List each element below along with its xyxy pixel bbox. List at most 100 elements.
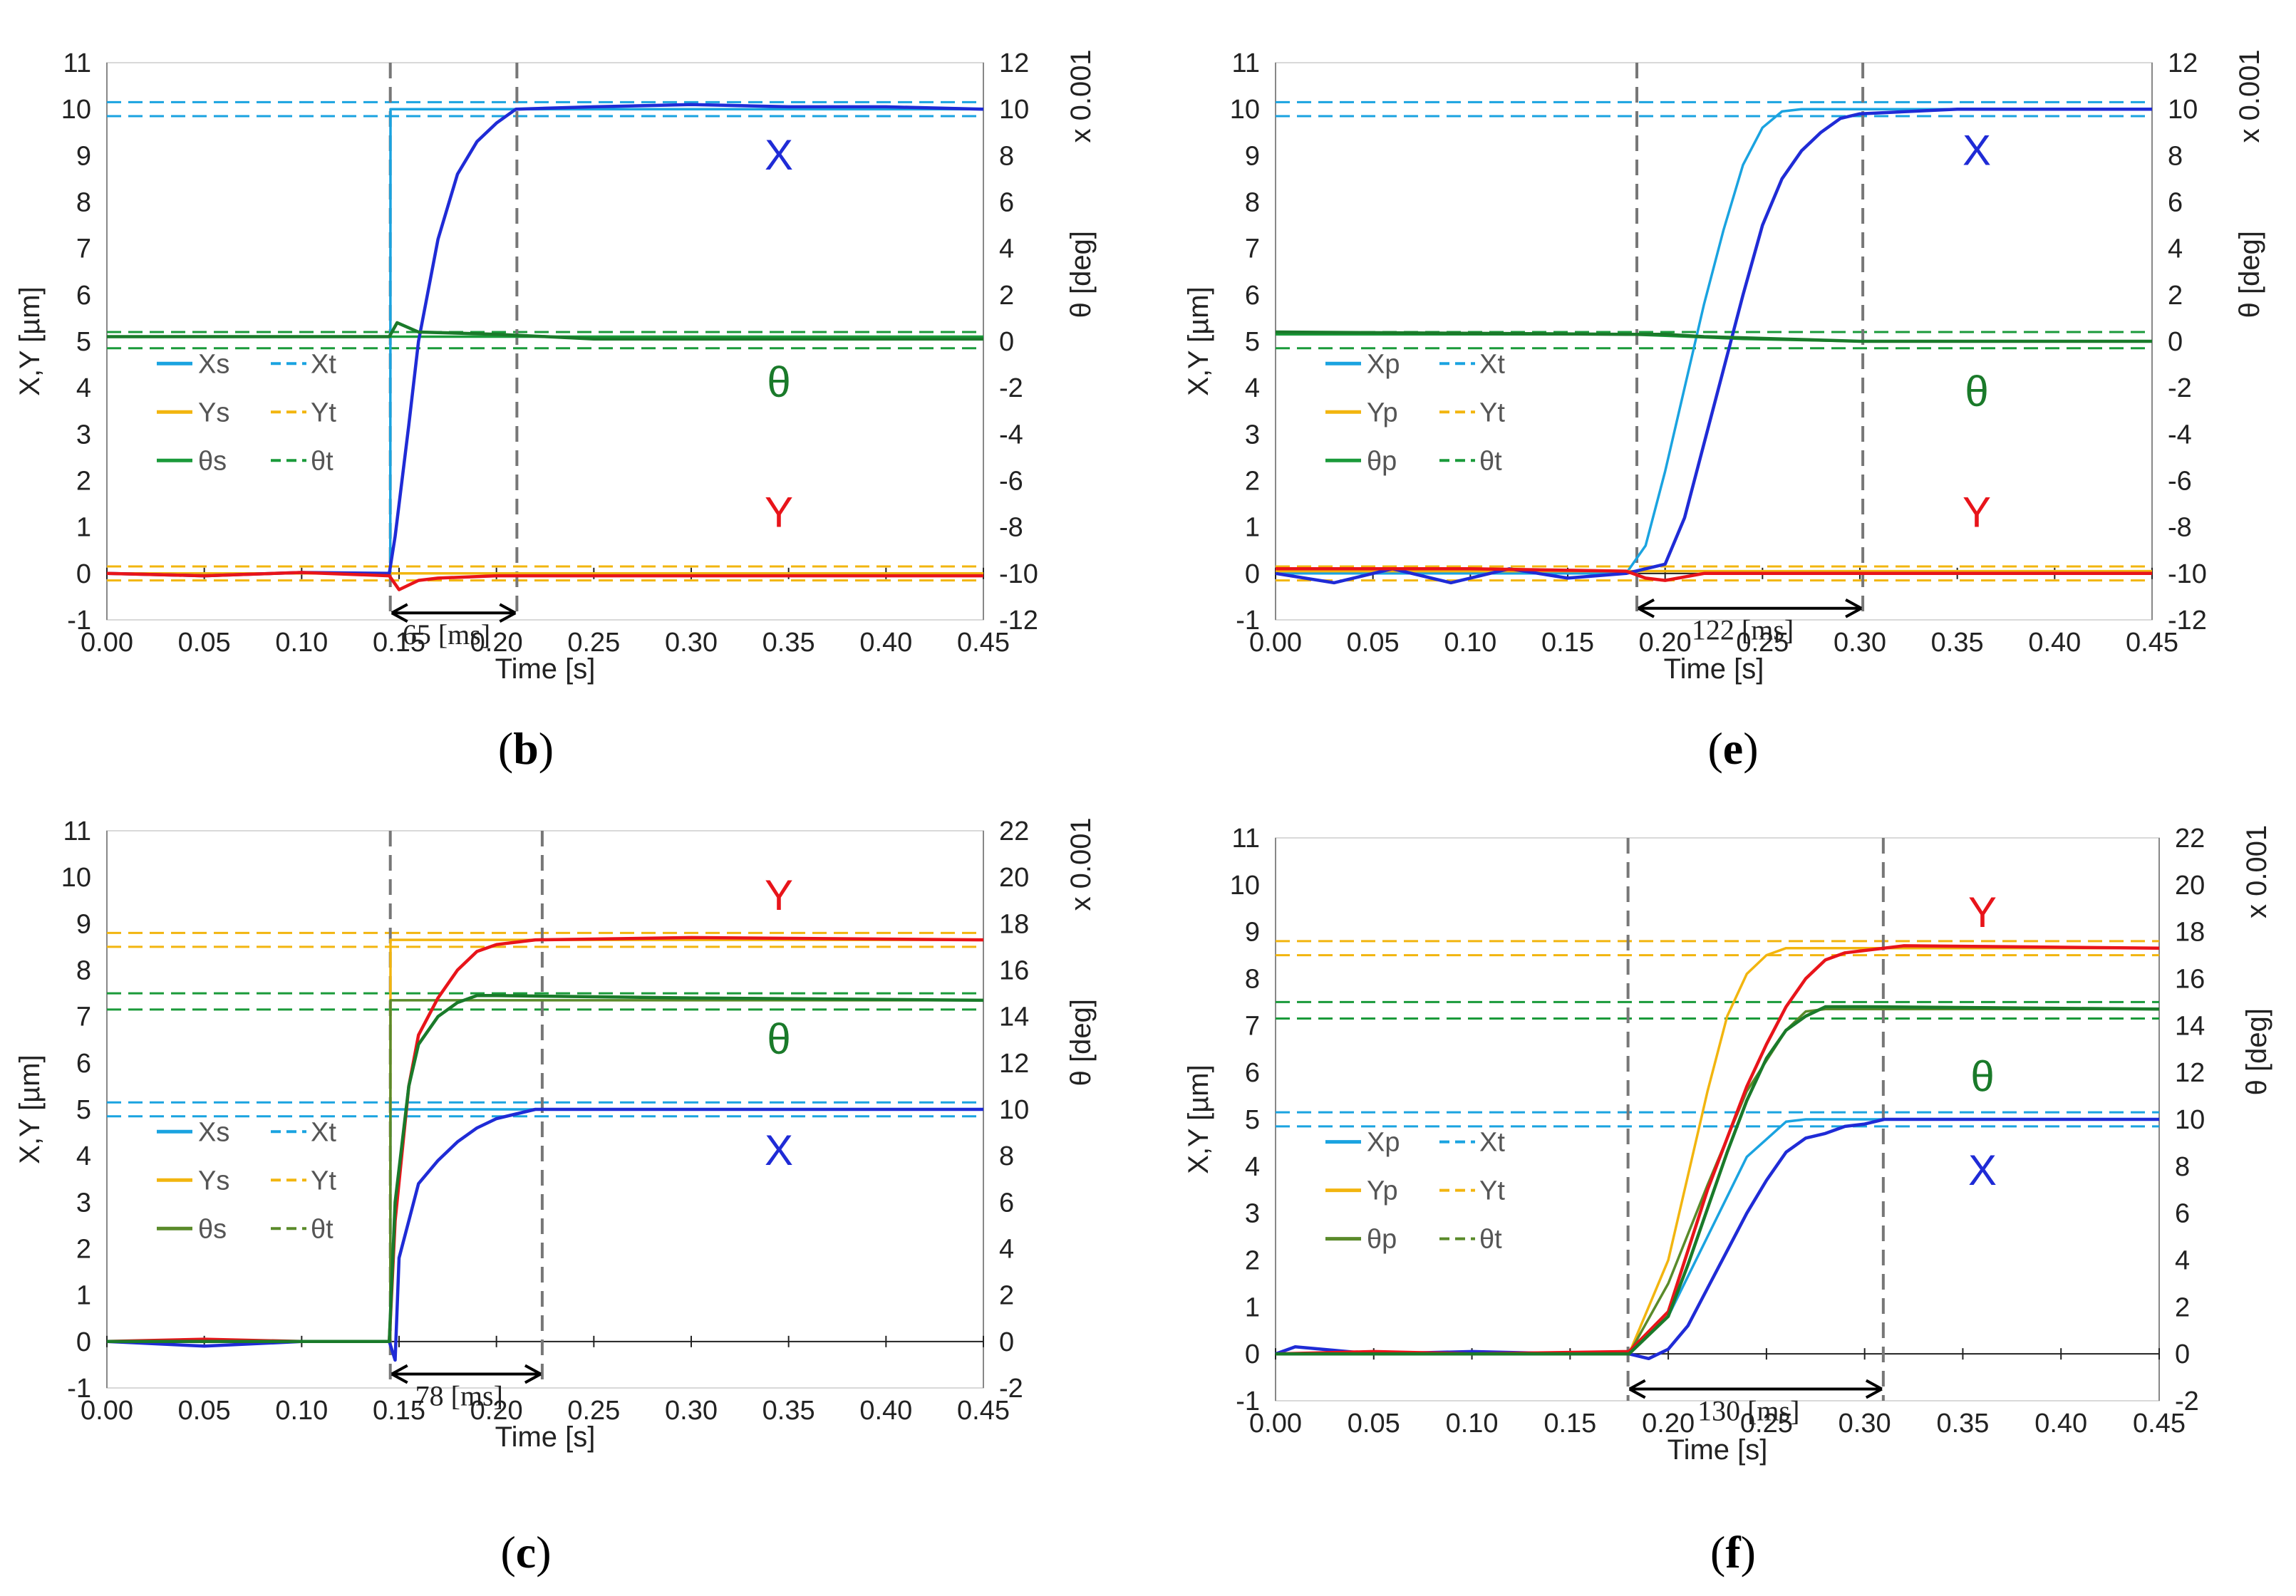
y2-tick-label: 2 bbox=[2168, 281, 2183, 311]
series-line-θ bbox=[1275, 330, 2152, 343]
legend-label-Xt: Xt bbox=[311, 349, 336, 379]
interval-label: 65 [ms] bbox=[403, 618, 490, 651]
y-tick-label: -1 bbox=[67, 606, 91, 636]
x-tick-label: 0.05 bbox=[1347, 628, 1400, 658]
y-tick-label: 1 bbox=[1245, 513, 1260, 543]
interval-arrow-head-left bbox=[1638, 598, 1655, 618]
x-tick-label: 0.25 bbox=[567, 1396, 620, 1426]
y-axis-label: X,Y [µm] bbox=[14, 286, 46, 395]
legend-label-θs: θs bbox=[198, 446, 227, 476]
legend-label-Yp: Yp bbox=[1367, 1176, 1398, 1206]
y2-tick-label: 22 bbox=[2175, 824, 2205, 854]
x-tick-label: 0.00 bbox=[1249, 1409, 1302, 1439]
legend-label-Yt: Yt bbox=[311, 1166, 336, 1196]
y2-tick-label: -4 bbox=[2168, 420, 2192, 450]
y-tick-label: 10 bbox=[61, 863, 91, 893]
series-annotation-θ: θ bbox=[1965, 368, 1988, 415]
y-axis-label: X,Y [µm] bbox=[1183, 286, 1214, 395]
y2-tick-label: 4 bbox=[999, 1235, 1014, 1265]
y-tick-label: -1 bbox=[67, 1374, 91, 1404]
y-tick-label: 5 bbox=[76, 1095, 91, 1125]
legend-label-Yp: Yp bbox=[1367, 398, 1398, 428]
y2-tick-label: -8 bbox=[2168, 513, 2192, 543]
series-annotation-Y: Y bbox=[765, 871, 793, 919]
legend-label-Xp: Xp bbox=[1367, 349, 1400, 379]
y2-tick-label: 22 bbox=[999, 817, 1029, 846]
x-tick-label: 0.45 bbox=[957, 1396, 1010, 1426]
y-tick-label: 8 bbox=[1245, 188, 1260, 218]
interval-arrow-head-right bbox=[1865, 1379, 1883, 1399]
x-tick-label: 0.05 bbox=[178, 628, 231, 658]
y-tick-label: 2 bbox=[76, 1235, 91, 1265]
y2-tick-label: -6 bbox=[2168, 467, 2192, 497]
legend-label-Xt: Xt bbox=[1479, 1128, 1505, 1158]
interval-arrow-head-left bbox=[391, 1364, 408, 1384]
y-tick-label: 5 bbox=[1245, 1105, 1260, 1135]
series-line-Y bbox=[1276, 567, 2152, 582]
y2-tick-label: 2 bbox=[2175, 1292, 2190, 1322]
y-tick-label: 0 bbox=[1245, 1340, 1260, 1369]
y2-tick-label: -8 bbox=[999, 513, 1023, 543]
x-tick-label: 0.10 bbox=[1444, 628, 1496, 658]
y-tick-label: 7 bbox=[1245, 234, 1260, 264]
legend-label-θp: θp bbox=[1367, 446, 1397, 476]
x-tick-label: 0.30 bbox=[665, 1396, 718, 1426]
y2-tick-label: 10 bbox=[2175, 1105, 2205, 1135]
y2-tick-label: 4 bbox=[2175, 1246, 2190, 1276]
legend-label-Xp: Xp bbox=[1367, 1128, 1400, 1158]
y2-tick-label: 12 bbox=[2168, 48, 2198, 78]
x-tick-label: 0.15 bbox=[1543, 1409, 1596, 1439]
series-annotation-Y: Y bbox=[1963, 489, 1991, 537]
y-tick-label: 11 bbox=[63, 48, 91, 78]
series-line-θ bbox=[1276, 1005, 2160, 1356]
y2-axis-label: θ [deg] bbox=[1065, 231, 1097, 318]
x-tick-label: 0.15 bbox=[1541, 628, 1594, 658]
x-tick-label: 0.15 bbox=[373, 628, 425, 658]
legend-label-θs: θs bbox=[198, 1214, 227, 1244]
legend-label-Xs: Xs bbox=[198, 1117, 229, 1147]
x-tick-label: 0.25 bbox=[567, 628, 620, 658]
y-tick-label: 7 bbox=[76, 234, 91, 264]
y-tick-label: 2 bbox=[1245, 467, 1260, 497]
x-tick-label: 0.20 bbox=[1639, 628, 1692, 658]
x-tick-label: 0.45 bbox=[957, 628, 1010, 658]
chart-panel-c: 0.00 0.05 0.10 0.15 0.20 0.25 0.30 0.35 0.40 0.45… bbox=[14, 817, 1097, 1577]
y2-tick-label: 4 bbox=[999, 234, 1014, 264]
y-tick-label: 2 bbox=[1245, 1246, 1260, 1276]
series-annotation-X: X bbox=[765, 1126, 793, 1174]
series-line-X bbox=[1275, 107, 2152, 585]
x-tick-label: 0.25 bbox=[1736, 628, 1789, 658]
x-tick-label: 0.30 bbox=[665, 628, 718, 658]
x-tick-label: 0.45 bbox=[2126, 628, 2178, 658]
interval-arrow-head-left bbox=[391, 603, 408, 623]
x-tick-label: 0.15 bbox=[373, 1396, 425, 1426]
y-tick-label: 0 bbox=[76, 559, 91, 589]
y-tick-label: 3 bbox=[1245, 1199, 1260, 1229]
x-tick-label: 0.20 bbox=[470, 628, 523, 658]
interval-label: 122 [ms] bbox=[1692, 614, 1794, 646]
interval-arrow-head-right bbox=[499, 603, 517, 623]
y2-tick-label: 4 bbox=[2168, 234, 2183, 264]
y2-tick-label: 16 bbox=[999, 956, 1029, 986]
y-axis-label: X,Y [µm] bbox=[14, 1054, 46, 1164]
x-axis-label: Time [s] bbox=[495, 1421, 596, 1453]
y-tick-label: 6 bbox=[76, 1049, 91, 1079]
panels-group: 0.00 0.05 0.10 0.15 0.20 0.25 0.30 0.35 0.40 0.45… bbox=[14, 48, 2272, 1577]
legend-label-Yt: Yt bbox=[1479, 398, 1505, 428]
interval-arrow-head-right bbox=[1845, 598, 1863, 618]
y2-tick-label: 16 bbox=[2175, 965, 2205, 995]
interval-arrow-head-right bbox=[524, 1364, 542, 1384]
y-tick-label: 9 bbox=[1245, 141, 1260, 171]
y-tick-label: 11 bbox=[1232, 48, 1260, 78]
y2-unit-label: x 0.001 bbox=[2241, 825, 2272, 918]
y2-tick-label: 20 bbox=[999, 863, 1029, 893]
y-tick-label: 0 bbox=[1245, 559, 1260, 589]
legend-label-θp: θp bbox=[1367, 1225, 1397, 1255]
panel-caption: (f) bbox=[1710, 1527, 1756, 1577]
y2-tick-label: 12 bbox=[999, 48, 1029, 78]
y-tick-label: 8 bbox=[1245, 965, 1260, 995]
panel-caption: (e) bbox=[1707, 723, 1758, 774]
series-annotation-Y: Y bbox=[765, 489, 793, 537]
y-tick-label: 4 bbox=[1245, 1152, 1260, 1182]
x-tick-label: 0.20 bbox=[470, 1396, 523, 1426]
